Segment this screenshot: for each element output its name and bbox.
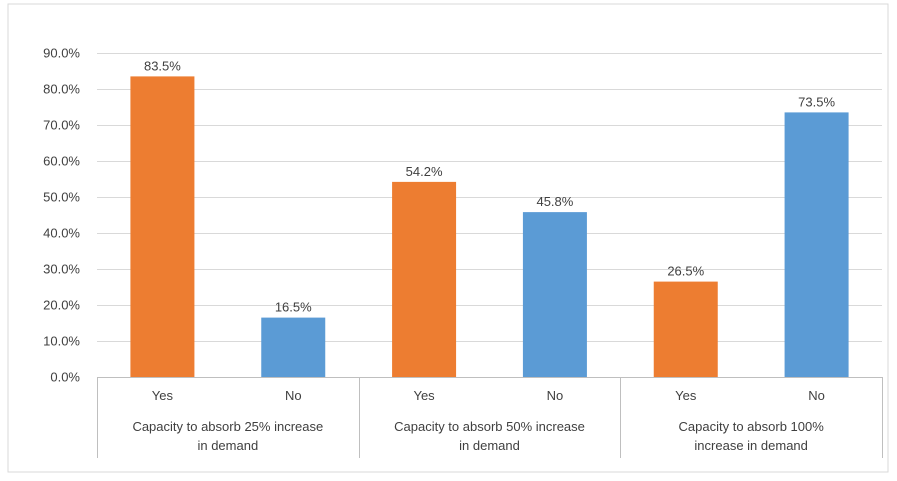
x-group-label: in demand — [197, 438, 258, 453]
x-group-label: Capacity to absorb 25% increase — [132, 419, 323, 434]
y-tick-label: 0.0% — [50, 370, 80, 385]
data-label: 16.5% — [275, 300, 312, 315]
y-tick-label: 20.0% — [43, 298, 80, 313]
data-label: 54.2% — [406, 164, 443, 179]
data-label: 83.5% — [144, 58, 181, 73]
x-category-label: Yes — [413, 388, 435, 403]
y-tick-label: 80.0% — [43, 82, 80, 97]
x-category-label: No — [808, 388, 825, 403]
x-category-label: Yes — [152, 388, 174, 403]
x-category-label: No — [547, 388, 564, 403]
x-category-label: Yes — [675, 388, 697, 403]
bar-yes — [130, 76, 195, 378]
y-tick-label: 70.0% — [43, 118, 80, 133]
bar-yes — [392, 181, 457, 377]
x-category-label: No — [285, 388, 302, 403]
data-label: 26.5% — [667, 264, 704, 279]
y-tick-label: 50.0% — [43, 190, 80, 205]
y-tick-label: 60.0% — [43, 154, 80, 169]
x-group-label: Capacity to absorb 100% — [679, 419, 825, 434]
data-label: 73.5% — [798, 94, 835, 109]
bar-no — [261, 317, 326, 377]
bar-no — [522, 212, 587, 377]
x-group-label: Capacity to absorb 50% increase — [394, 419, 585, 434]
y-tick-label: 40.0% — [43, 226, 80, 241]
bar-no — [784, 112, 849, 378]
x-group-label: increase in demand — [694, 438, 807, 453]
y-tick-label: 30.0% — [43, 262, 80, 277]
y-tick-label: 90.0% — [43, 46, 80, 61]
y-tick-label: 10.0% — [43, 334, 80, 349]
bar-yes — [653, 281, 718, 377]
x-group-label: in demand — [459, 438, 520, 453]
data-label: 45.8% — [536, 194, 573, 209]
